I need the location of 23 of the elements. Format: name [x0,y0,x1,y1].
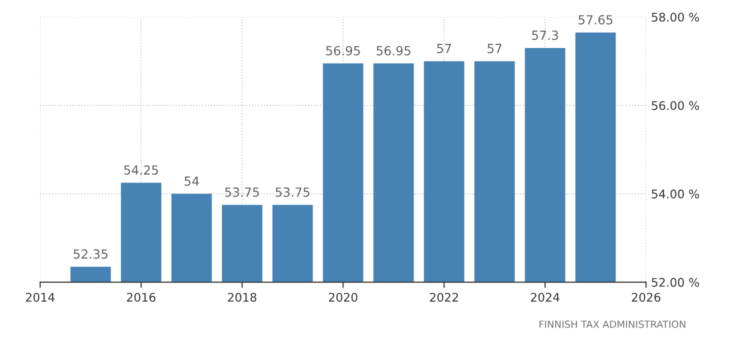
y-tick-label: 56.00 % [652,101,700,110]
x-tick-label: 2014 [26,292,55,302]
y-tick-label: 54.00 % [652,190,700,198]
data-label: 57 [488,44,502,54]
x-tick-label: 2022 [430,292,458,302]
x-tick-label: 2018 [228,292,256,302]
data-label: 56.95 [376,46,410,56]
data-label: 57 [437,44,451,54]
x-tick-label: 2020 [328,292,358,302]
x-tick-label: 2016 [126,292,156,302]
text: FINNISH TAX ADMINISTRATION [539,320,686,328]
x-tick-label: 2026 [632,292,660,302]
data-label: 54.25 [124,165,158,175]
y-tick-label: 58.00 % [652,12,700,22]
data-label: 57.65 [578,15,612,24]
data-label: 57.3 [532,30,558,40]
data-label: 53.75 [276,187,310,197]
data-label: 52.35 [74,249,108,259]
y-tick-label: 52.00 % [652,278,700,287]
data-label: 56.95 [326,46,360,56]
data-label: 54 [184,176,199,186]
data-label: 53.75 [225,187,259,197]
x-tick-label: 2024 [530,292,560,302]
